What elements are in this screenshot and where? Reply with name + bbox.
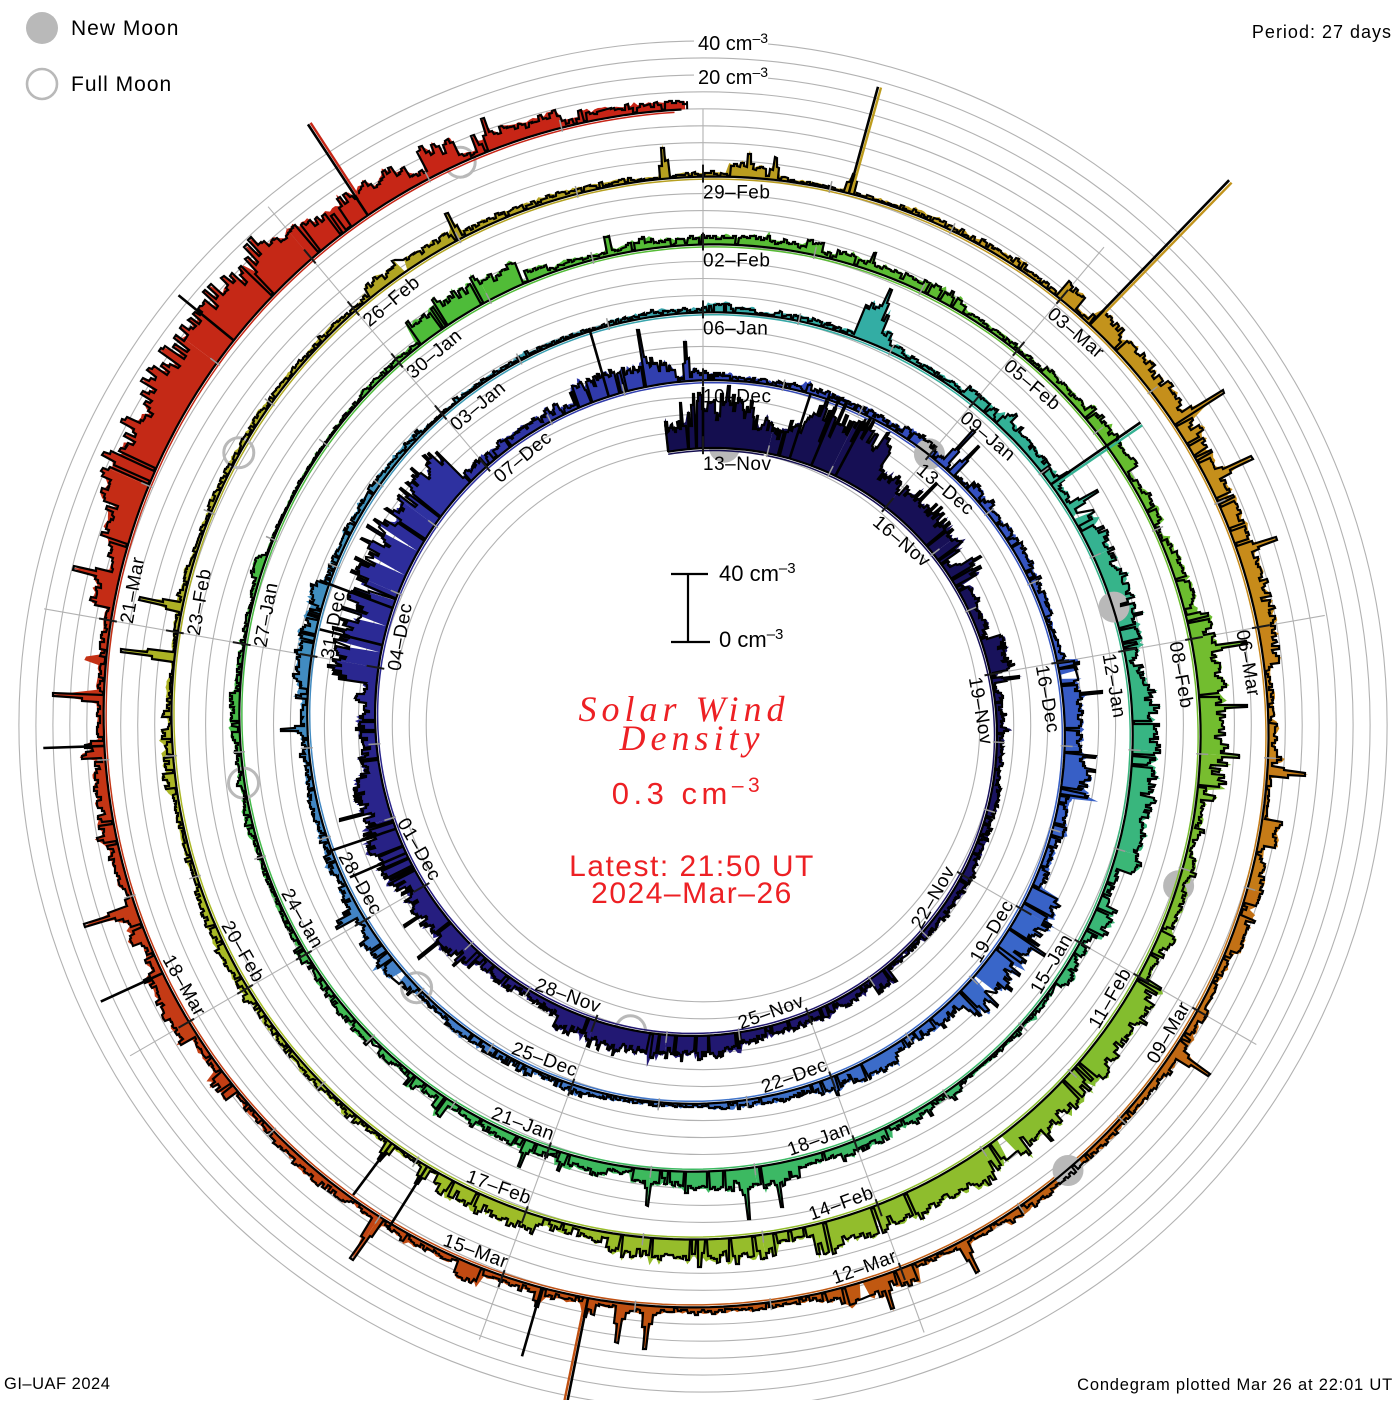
svg-text:Period: 27 days: Period: 27 days (1252, 22, 1392, 42)
svg-text:New Moon: New Moon (71, 17, 179, 40)
svg-text:Condegram plotted Mar 26 at 22: Condegram plotted Mar 26 at 22:01 UT (1077, 1376, 1393, 1394)
svg-text:02–Feb: 02–Feb (703, 251, 770, 272)
svg-text:GI–UAF 2024: GI–UAF 2024 (4, 1375, 110, 1393)
svg-text:2024–Mar–26: 2024–Mar–26 (591, 877, 793, 910)
svg-text:Full Moon: Full Moon (71, 73, 172, 96)
svg-text:06–Jan: 06–Jan (703, 318, 768, 339)
svg-text:13–Nov: 13–Nov (703, 454, 772, 475)
svg-text:Density: Density (619, 718, 765, 758)
svg-text:29–Feb: 29–Feb (703, 183, 770, 204)
svg-text:10–Dec: 10–Dec (703, 386, 772, 407)
